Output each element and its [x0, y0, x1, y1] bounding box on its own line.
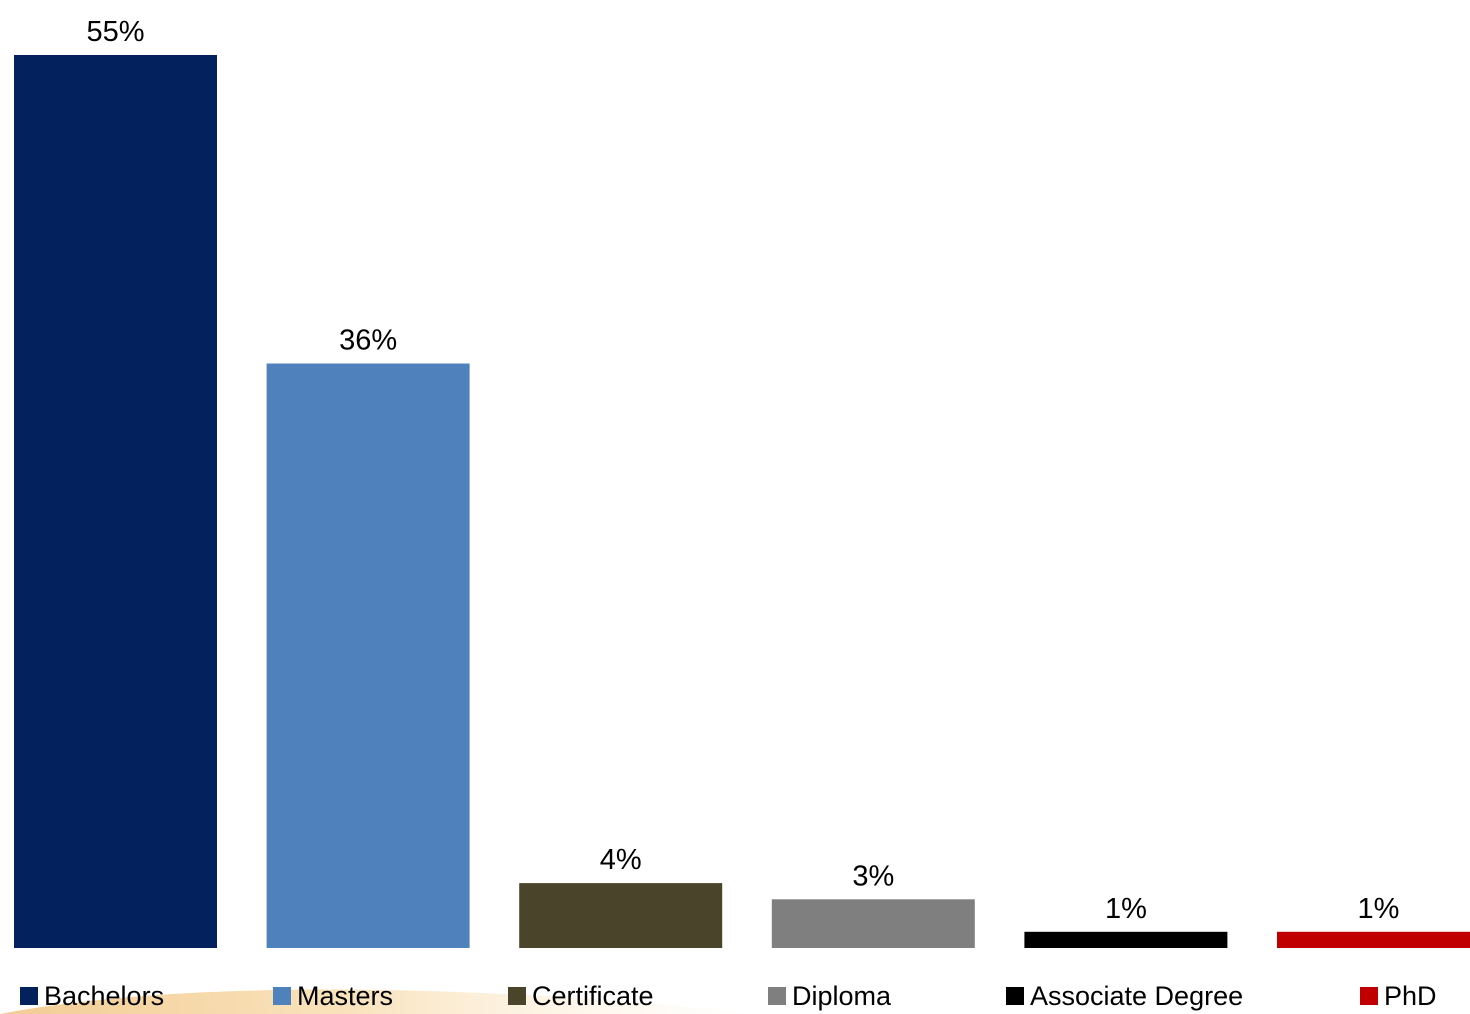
bar-masters — [266, 363, 470, 948]
bar-associate-degree — [1024, 931, 1228, 948]
legend-item-bachelors: Bachelors — [20, 981, 164, 1011]
legend-label-associate-degree: Associate Degree — [1030, 981, 1243, 1011]
bar-bachelors — [14, 55, 217, 948]
data-label-associate-degree: 1% — [1105, 893, 1147, 925]
data-label-masters: 36% — [339, 325, 397, 357]
legend-label-phd: PhD — [1384, 981, 1437, 1011]
legend-label-masters: Masters — [297, 981, 393, 1011]
legend-label-diploma: Diploma — [792, 981, 892, 1011]
legend-item-associate-degree: Associate Degree — [1006, 981, 1243, 1011]
data-label-certificate: 4% — [600, 844, 642, 876]
legend-swatch-bachelors — [20, 987, 38, 1005]
bar-phd — [1277, 931, 1470, 948]
legend-item-certificate: Certificate — [508, 981, 654, 1011]
legend-swatch-phd — [1360, 987, 1378, 1005]
legend-label-certificate: Certificate — [532, 981, 654, 1011]
data-label-diploma: 3% — [852, 860, 894, 892]
legend-swatch-masters — [273, 987, 291, 1005]
legend-label-bachelors: Bachelors — [44, 981, 164, 1011]
bar-diploma — [771, 899, 975, 948]
data-label-bachelors: 55% — [86, 16, 144, 48]
legend-item-diploma: Diploma — [768, 981, 892, 1011]
bar-certificate — [519, 883, 723, 948]
legend-swatch-certificate — [508, 987, 526, 1005]
data-label-phd: 1% — [1358, 893, 1400, 925]
legend-item-phd: PhD — [1360, 981, 1437, 1011]
legend-item-masters: Masters — [273, 981, 393, 1011]
legend-swatch-associate-degree — [1006, 987, 1024, 1005]
legend-swatch-diploma — [768, 987, 786, 1005]
